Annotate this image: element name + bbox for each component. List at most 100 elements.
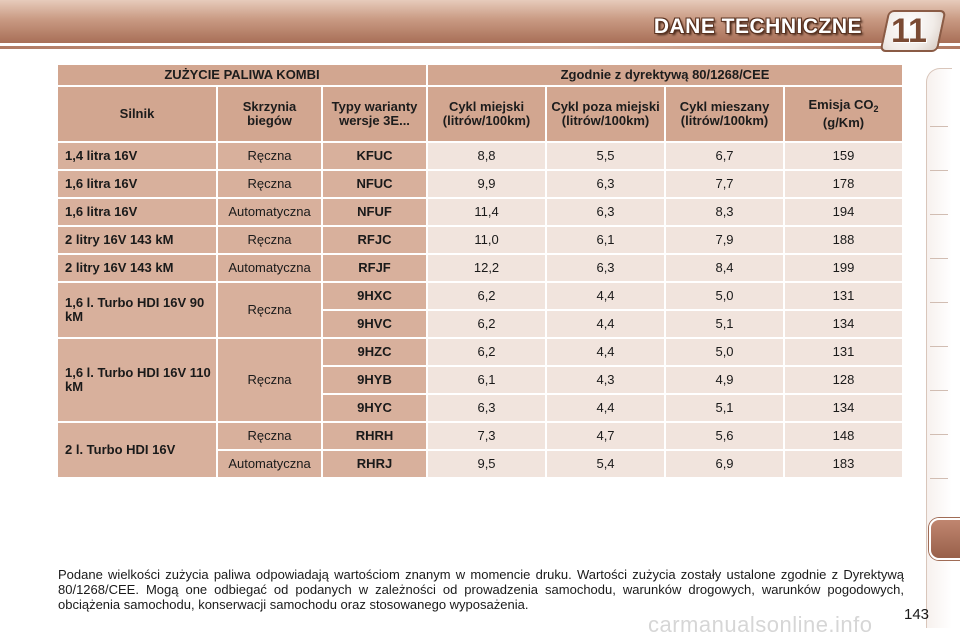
type-cell: NFUF bbox=[323, 199, 427, 225]
gearbox-cell: Automatyczna bbox=[218, 451, 321, 477]
extra-urban-cell: 5,4 bbox=[547, 451, 665, 477]
column-header-extra-urban: Cykl poza miejski (litrów/100km) bbox=[547, 87, 665, 141]
column-header-urban: Cykl miejski (litrów/100km) bbox=[428, 87, 546, 141]
extra-urban-cell: 4,4 bbox=[547, 283, 665, 309]
table-row: 2 litry 16V 143 kM Automatyczna RFJF 12,… bbox=[58, 255, 903, 281]
urban-cell: 12,2 bbox=[428, 255, 546, 281]
table-row: 2 l. Turbo HDI 16V Ręczna RHRH 7,3 4,7 5… bbox=[58, 423, 903, 477]
tab-divider bbox=[930, 126, 948, 127]
table-row: 1,6 litra 16V Ręczna NFUC 9,9 6,3 7,7 17… bbox=[58, 171, 903, 197]
type-cell: RHRJ bbox=[323, 451, 427, 477]
co2-cell: 183 bbox=[785, 451, 903, 477]
table-row: 9HVC 6,2 4,4 5,1 134 bbox=[58, 311, 903, 337]
type-cell: NFUC bbox=[323, 171, 427, 197]
page-header: DANE TECHNICZNE 11 bbox=[0, 0, 960, 56]
engine-cell: 2 litry 16V 143 kM bbox=[58, 227, 216, 253]
combined-cell: 6,7 bbox=[666, 143, 784, 169]
extra-urban-cell: 4,4 bbox=[547, 395, 665, 421]
tab-divider bbox=[930, 390, 948, 391]
co2-cell: 194 bbox=[785, 199, 903, 225]
type-cell: 9HYB bbox=[323, 367, 427, 393]
table-row: 1,6 litra 16V Automatyczna NFUF 11,4 6,3… bbox=[58, 199, 903, 225]
engine-cell: 1,6 l. Turbo HDI 16V 110 kM bbox=[58, 339, 216, 421]
group-header-fuel: ZUŻYCIE PALIWA KOMBI bbox=[58, 65, 427, 85]
tab-divider bbox=[930, 170, 948, 171]
extra-urban-cell: 4,7 bbox=[547, 423, 665, 449]
type-cell: 9HZC bbox=[323, 339, 427, 365]
extra-urban-cell: 4,3 bbox=[547, 367, 665, 393]
urban-cell: 6,1 bbox=[428, 367, 546, 393]
engine-cell: 1,6 litra 16V bbox=[58, 199, 216, 225]
type-cell: 9HVC bbox=[323, 311, 427, 337]
group-header-directive: Zgodnie z dyrektywą 80/1268/CEE bbox=[428, 65, 903, 85]
type-cell: 9HXC bbox=[323, 283, 427, 309]
table-row: 9HYB 6,1 4,3 4,9 128 bbox=[58, 367, 903, 393]
header-banner bbox=[0, 0, 960, 49]
co2-label: Emisja CO bbox=[808, 97, 874, 112]
co2-cell: 131 bbox=[785, 339, 903, 365]
co2-cell: 134 bbox=[785, 311, 903, 337]
combined-cell: 8,4 bbox=[666, 255, 784, 281]
co2-cell: 148 bbox=[785, 423, 903, 449]
co2-cell: 188 bbox=[785, 227, 903, 253]
column-header-type: Typy warianty wersje 3E... bbox=[323, 87, 427, 141]
tab-divider bbox=[930, 302, 948, 303]
engine-cell: 1,4 litra 16V bbox=[58, 143, 216, 169]
combined-cell: 5,1 bbox=[666, 395, 784, 421]
co2-cell: 131 bbox=[785, 283, 903, 309]
urban-cell: 6,2 bbox=[428, 311, 546, 337]
combined-cell: 5,0 bbox=[666, 339, 784, 365]
chapter-tab-active[interactable] bbox=[929, 518, 960, 560]
extra-urban-cell: 5,5 bbox=[547, 143, 665, 169]
co2-cell: 159 bbox=[785, 143, 903, 169]
table-row: 1,4 litra 16V Ręczna KFUC 8,8 5,5 6,7 15… bbox=[58, 143, 903, 169]
combined-cell: 7,7 bbox=[666, 171, 784, 197]
combined-cell: 8,3 bbox=[666, 199, 784, 225]
urban-cell: 9,9 bbox=[428, 171, 546, 197]
tab-divider bbox=[930, 214, 948, 215]
column-header-combined: Cykl mieszany (litrów/100km) bbox=[666, 87, 784, 141]
fuel-consumption-table: ZUŻYCIE PALIWA KOMBI Zgodnie z dyrektywą… bbox=[56, 63, 904, 479]
combined-cell: 7,9 bbox=[666, 227, 784, 253]
column-header-gearbox: Skrzynia biegów bbox=[218, 87, 321, 141]
gearbox-cell: Ręczna bbox=[218, 283, 321, 337]
column-header-co2: Emisja CO2 (g/Km) bbox=[785, 87, 903, 141]
co2-cell: 199 bbox=[785, 255, 903, 281]
type-cell: RFJC bbox=[323, 227, 427, 253]
urban-cell: 6,3 bbox=[428, 395, 546, 421]
co2-cell: 178 bbox=[785, 171, 903, 197]
combined-cell: 5,0 bbox=[666, 283, 784, 309]
combined-cell: 5,1 bbox=[666, 311, 784, 337]
tab-divider bbox=[930, 434, 948, 435]
co2-cell: 128 bbox=[785, 367, 903, 393]
column-header-engine: Silnik bbox=[58, 87, 216, 141]
footnote-text: Podane wielkości zużycia paliwa odpowiad… bbox=[58, 567, 904, 612]
combined-cell: 4,9 bbox=[666, 367, 784, 393]
chapter-number: 11 bbox=[891, 12, 927, 50]
chapter-title: DANE TECHNICZNE bbox=[653, 15, 862, 38]
co2-unit: (g/Km) bbox=[822, 115, 865, 130]
tab-divider bbox=[930, 258, 948, 259]
table-row: Automatyczna RHRJ 9,5 5,4 6,9 183 bbox=[58, 451, 903, 477]
tab-divider bbox=[930, 478, 948, 479]
gearbox-cell: Ręczna bbox=[218, 143, 321, 169]
table-row: 9HYC 6,3 4,4 5,1 134 bbox=[58, 395, 903, 421]
co2-cell: 134 bbox=[785, 395, 903, 421]
gearbox-cell: Ręczna bbox=[218, 339, 321, 421]
extra-urban-cell: 4,4 bbox=[547, 339, 665, 365]
urban-cell: 6,2 bbox=[428, 283, 546, 309]
extra-urban-cell: 6,1 bbox=[547, 227, 665, 253]
gearbox-cell: Automatyczna bbox=[218, 255, 321, 281]
table-row: 1,6 l. Turbo HDI 16V 110 kM Ręczna 9HZC … bbox=[58, 339, 903, 421]
page-number: 143 bbox=[904, 606, 930, 623]
type-cell: RHRH bbox=[323, 423, 427, 449]
tab-divider bbox=[930, 346, 948, 347]
type-cell: 9HYC bbox=[323, 395, 427, 421]
gearbox-cell: Ręczna bbox=[218, 423, 321, 449]
urban-cell: 9,5 bbox=[428, 451, 546, 477]
urban-cell: 11,4 bbox=[428, 199, 546, 225]
urban-cell: 6,2 bbox=[428, 339, 546, 365]
gearbox-cell: Ręczna bbox=[218, 227, 321, 253]
type-cell: RFJF bbox=[323, 255, 427, 281]
urban-cell: 11,0 bbox=[428, 227, 546, 253]
